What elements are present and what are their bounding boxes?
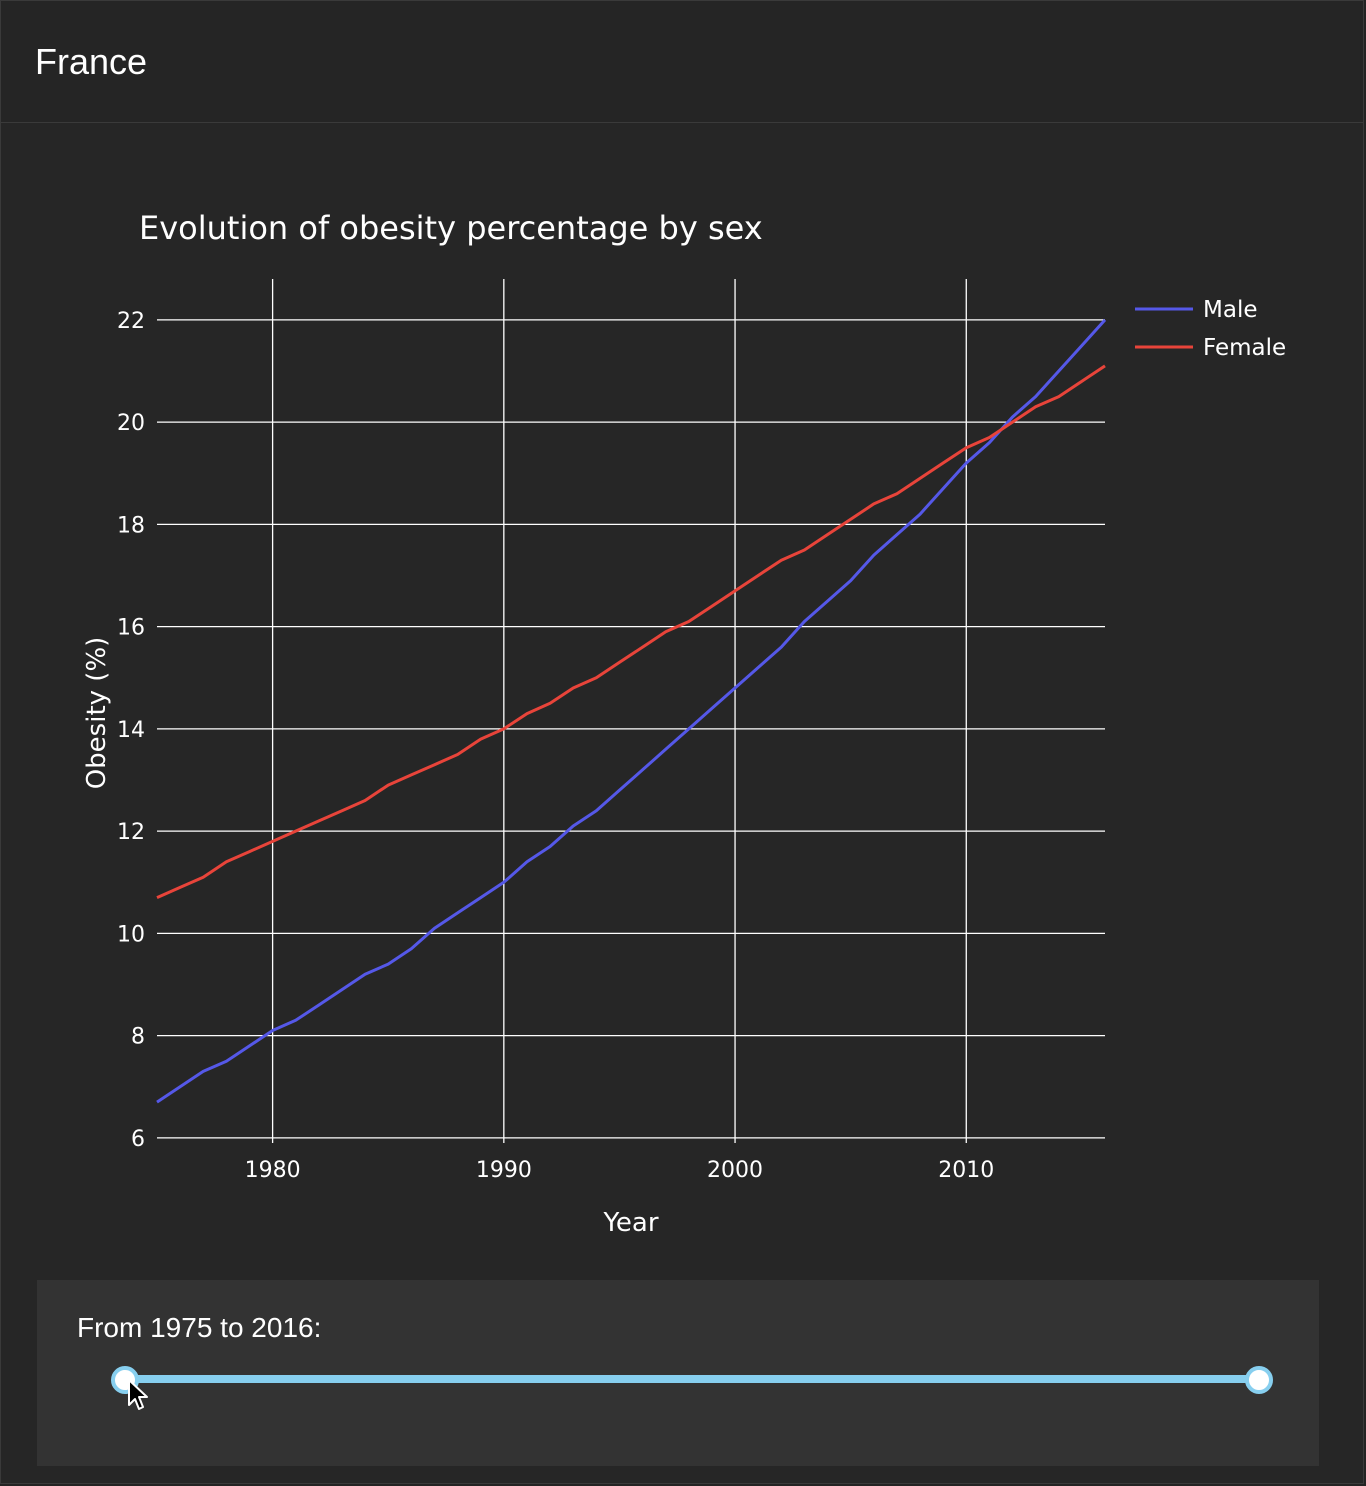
- y-tick-label: 8: [131, 1025, 145, 1050]
- panel-title: France: [35, 41, 148, 82]
- y-tick-label: 22: [117, 309, 145, 334]
- y-tick-label: 14: [117, 718, 145, 743]
- y-tick-label: 10: [117, 922, 145, 947]
- legend-label-female: Female: [1203, 335, 1286, 361]
- y-axis-title: Obesity (%): [82, 637, 112, 790]
- y-tick-label: 16: [117, 616, 145, 641]
- y-tick-label: 6: [131, 1127, 145, 1152]
- year-range-slider-box: From 1975 to 2016:: [37, 1280, 1319, 1466]
- x-tick-label: 2010: [938, 1158, 994, 1183]
- line-chart: Evolution of obesity percentage by sex 19…: [82, 209, 1286, 1238]
- y-tick-label: 18: [117, 513, 145, 538]
- series-line-female: [156, 364, 1106, 899]
- x-tick-label: 2000: [707, 1158, 763, 1183]
- y-tick-label: 20: [117, 411, 145, 436]
- slider-track[interactable]: [125, 1375, 1259, 1383]
- slider-label: From 1975 to 2016:: [77, 1312, 322, 1343]
- x-axis-title: Year: [602, 1208, 658, 1238]
- slider-handle-end[interactable]: [1245, 1366, 1273, 1394]
- series-line-male: [156, 318, 1107, 1104]
- panel-header: France: [1, 1, 1363, 123]
- y-tick-label: 12: [117, 820, 145, 845]
- x-tick-label: 1990: [476, 1158, 532, 1183]
- x-tick-label: 1980: [245, 1158, 301, 1183]
- chart-title: Evolution of obesity percentage by sex: [139, 209, 763, 247]
- legend-label-male: Male: [1203, 297, 1257, 323]
- mouse-pointer-icon: [128, 1379, 148, 1410]
